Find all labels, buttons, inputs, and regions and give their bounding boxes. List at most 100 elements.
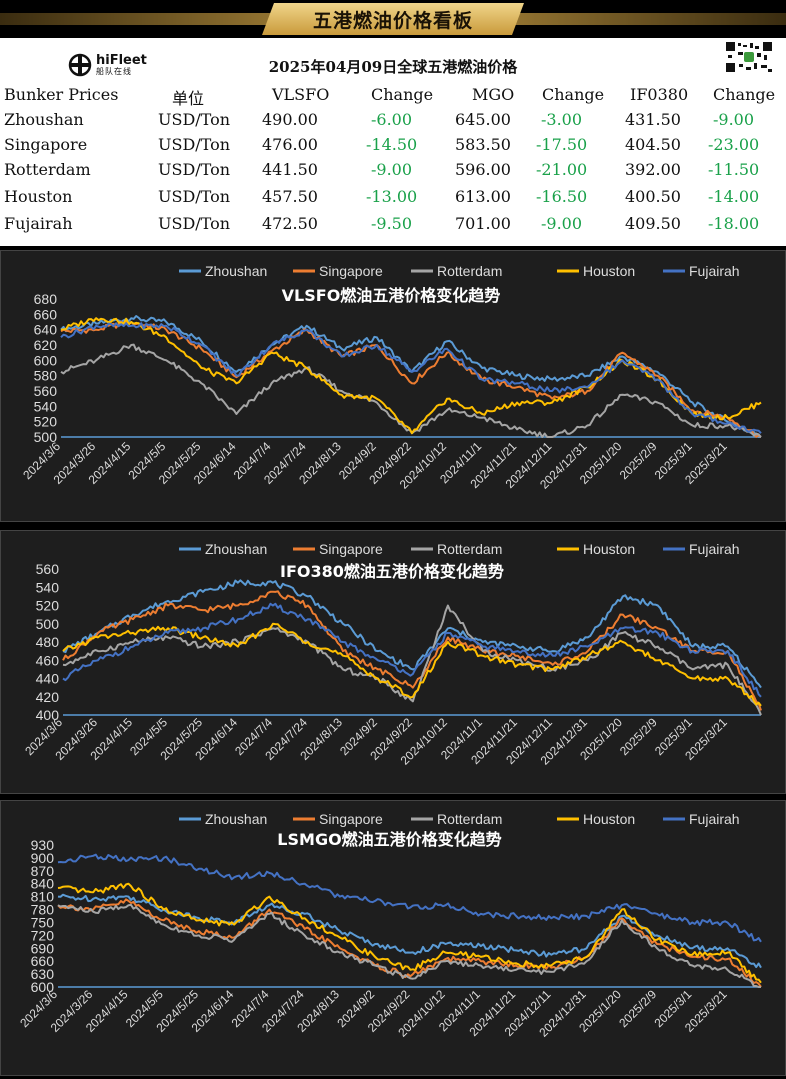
y-tick-label: 690 — [31, 940, 55, 956]
series-line-houston — [57, 882, 762, 984]
series-line-rotterdam — [57, 903, 761, 988]
legend-item-zhoushan: Zhoushan — [179, 541, 267, 557]
vlsfo-price: 490.00 — [262, 110, 318, 129]
legend-item-fujairah: Fujairah — [663, 263, 740, 279]
qr-code-icon — [724, 40, 774, 74]
legend-item-rotterdam: Rotterdam — [411, 811, 502, 827]
y-tick-label: 600 — [34, 352, 58, 368]
vlsfo-price: 476.00 — [262, 135, 318, 154]
mgo-price: 701.00 — [455, 214, 511, 233]
header-vlsfo: VLSFO — [272, 85, 330, 104]
legend-label: Fujairah — [689, 263, 740, 279]
legend-label: Fujairah — [689, 541, 740, 557]
vlsfo-change: -13.00 — [366, 187, 418, 206]
unit-cell: USD/Ton — [158, 187, 231, 206]
ifo-price: 404.50 — [625, 135, 681, 154]
legend-label: Rotterdam — [437, 263, 502, 279]
x-tick-label: 2025/2/9 — [616, 987, 659, 1030]
lsmgo-chart-panel: Zhoushan Singapore Rotterdam Houston Fujaira… — [0, 800, 786, 1076]
header-ifo380: IF0380 — [630, 85, 689, 104]
table-row: Zhoushan USD/Ton 490.00 -6.00 645.00 -3.… — [0, 110, 786, 136]
mgo-change: -17.50 — [536, 135, 588, 154]
mgo-change: -21.00 — [536, 160, 588, 179]
ifo-price: 409.50 — [625, 214, 681, 233]
legend-item-zhoushan: Zhoushan — [179, 263, 267, 279]
header-mgo-change: Change — [542, 85, 605, 104]
lsmgo-chart: Zhoushan Singapore Rotterdam Houston Fujaira… — [17, 811, 762, 1040]
vlsfo-change: -14.50 — [366, 135, 418, 154]
y-tick-label: 640 — [34, 322, 58, 338]
hifleet-logo-icon — [68, 53, 92, 77]
table-row: Houston USD/Ton 457.50 -13.00 613.00 -16… — [0, 187, 786, 213]
y-tick-label: 440 — [36, 671, 60, 687]
y-tick-label: 460 — [36, 652, 60, 668]
mgo-change: -9.00 — [541, 214, 583, 233]
y-tick-label: 660 — [34, 306, 58, 322]
table-title: 2025年04月09日全球五港燃油价格 — [268, 58, 518, 76]
table-row: Fujairah USD/Ton 472.50 -9.50 701.00 -9.… — [0, 214, 786, 240]
series-line-rotterdam — [62, 604, 762, 716]
x-tick-label: 2025/2/9 — [617, 439, 660, 482]
unit-cell: USD/Ton — [158, 214, 231, 233]
table-header-row: Bunker Prices 单位 VLSFO Change MGO Change… — [0, 85, 786, 111]
legend-item-houston: Houston — [557, 541, 635, 557]
banner-title: 五港燃油价格看板 — [312, 9, 473, 32]
legend-item-singapore: Singapore — [293, 541, 383, 557]
port-name: Rotterdam — [4, 160, 91, 179]
y-tick-label: 840 — [31, 876, 55, 892]
series-line-fujairah — [62, 602, 762, 698]
legend-label: Fujairah — [689, 811, 740, 827]
y-tick-label: 630 — [31, 966, 55, 982]
ifo-change: -9.00 — [713, 110, 755, 129]
mgo-price: 645.00 — [455, 110, 511, 129]
header-ifo-change: Change — [713, 85, 776, 104]
y-tick-label: 750 — [31, 914, 55, 930]
unit-cell: USD/Ton — [158, 160, 231, 179]
mgo-price: 613.00 — [455, 187, 511, 206]
legend-label: Rotterdam — [437, 811, 502, 827]
legend-label: Zhoushan — [205, 541, 267, 557]
legend-label: Singapore — [319, 263, 383, 279]
series-line-rotterdam — [60, 343, 762, 438]
ifo380-chart: Zhoushan Singapore Rotterdam Houston Fujaira… — [22, 541, 762, 768]
ifo-change: -18.00 — [708, 214, 760, 233]
legend-label: Zhoushan — [205, 263, 267, 279]
mgo-price: 583.50 — [455, 135, 511, 154]
vlsfo-change: -9.50 — [371, 214, 413, 233]
chart-title: LSMGO燃油五港价格变化趋势 — [277, 830, 501, 849]
y-tick-label: 900 — [31, 850, 55, 866]
y-tick-label: 720 — [31, 927, 55, 943]
y-tick-label: 930 — [31, 837, 55, 853]
banner-plate: 五港燃油价格看板 — [262, 3, 524, 35]
logo-subtitle: 船队在线 — [96, 67, 132, 76]
vlsfo-price: 457.50 — [262, 187, 318, 206]
y-tick-label: 540 — [36, 579, 60, 595]
ifo-price: 400.50 — [625, 187, 681, 206]
vlsfo-price: 472.50 — [262, 214, 318, 233]
series-line-houston — [62, 622, 762, 707]
vlsfo-price: 441.50 — [262, 160, 318, 179]
mgo-change: -3.00 — [541, 110, 583, 129]
legend-label: Houston — [583, 263, 635, 279]
series-line-fujairah — [60, 322, 762, 434]
y-tick-label: 780 — [31, 902, 55, 918]
mgo-price: 596.00 — [455, 160, 511, 179]
port-name: Singapore — [4, 135, 88, 154]
port-name: Houston — [4, 187, 73, 206]
series-line-fujairah — [57, 853, 762, 943]
port-name: Zhoushan — [4, 110, 84, 129]
ifo-price: 431.50 — [625, 110, 681, 129]
mgo-change: -16.50 — [536, 187, 588, 206]
table-row: Rotterdam USD/Ton 441.50 -9.00 596.00 -2… — [0, 160, 786, 186]
y-tick-label: 580 — [34, 368, 58, 384]
unit-cell: USD/Ton — [158, 135, 231, 154]
y-tick-label: 500 — [36, 616, 60, 632]
vlsfo-change: -9.00 — [371, 160, 413, 179]
ifo-change: -11.50 — [708, 160, 760, 179]
unit-cell: USD/Ton — [158, 110, 231, 129]
chart-title: IFO380燃油五港价格变化趋势 — [280, 562, 504, 581]
legend-item-singapore: Singapore — [293, 263, 383, 279]
y-tick-label: 560 — [34, 383, 58, 399]
title-banner: 五港燃油价格看板 — [0, 0, 786, 38]
y-tick-label: 520 — [36, 598, 60, 614]
